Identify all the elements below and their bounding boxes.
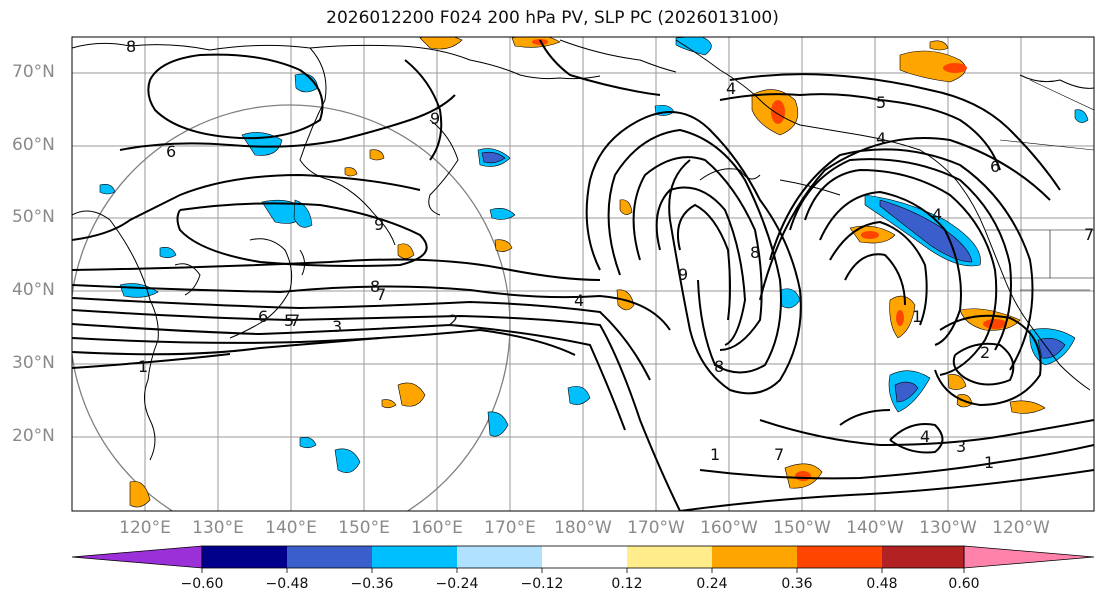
colorbar-tick-label: −0.12 <box>520 576 564 592</box>
contour-label: 8 <box>126 37 136 56</box>
lon-label: 170°W <box>627 518 685 538</box>
lat-label: 70°N <box>12 62 55 82</box>
colorbar <box>71 545 1095 573</box>
contour-label: 4 <box>574 291 584 310</box>
colorbar-segment <box>627 546 712 568</box>
colorbar-segment <box>287 546 372 568</box>
colorbar-segment <box>797 546 882 568</box>
colorbar-segment <box>457 546 542 568</box>
colorbar-segment <box>542 546 627 568</box>
graticule <box>72 37 1094 511</box>
lon-label: 120°E <box>119 518 171 538</box>
colorbar-tick-label: −0.36 <box>350 576 394 592</box>
contour-label: 8 <box>370 277 380 296</box>
colorbar-tick-label: 0.24 <box>696 576 728 592</box>
colorbar-segment <box>882 546 964 568</box>
colorbar-segment <box>202 546 287 568</box>
lat-label: 50°N <box>12 207 55 227</box>
contour-label: 1 <box>912 307 922 326</box>
colorbar-segment <box>372 546 457 568</box>
colorbar-tick-label: 0.60 <box>948 576 980 592</box>
lon-label: 160°E <box>411 518 463 538</box>
contour-label: 6 <box>990 157 1000 176</box>
range-circle <box>72 104 511 511</box>
lon-label: 180°W <box>554 518 612 538</box>
lat-label: 30°N <box>12 353 55 373</box>
coastlines <box>72 39 1094 461</box>
lon-label: 150°W <box>773 518 831 538</box>
map-frame <box>71 36 1095 512</box>
contour-label: 9 <box>430 109 440 128</box>
contour-label: 1 <box>138 357 148 376</box>
colorbar-tick-label: −0.48 <box>265 576 309 592</box>
lon-label: 130°E <box>192 518 244 538</box>
contour-label: 6 <box>258 307 268 326</box>
contour-label: 7 <box>774 445 784 464</box>
contour-labels: 8 7 6 9 4 5 4 6 9 8 7 6 5 3 2 1 4 9 8 8 … <box>126 37 1094 472</box>
contour-label: 2 <box>980 343 990 362</box>
contour-label: 3 <box>956 437 966 456</box>
colorbar-extend-low <box>71 545 203 569</box>
lat-label: 40°N <box>12 280 55 300</box>
colorbar-segment <box>712 546 797 568</box>
contour-label: 4 <box>932 205 942 224</box>
contour-label: 1 <box>710 445 720 464</box>
lon-label: 150°E <box>338 518 390 538</box>
lon-label: 140°E <box>265 518 317 538</box>
colorbar-tick-label: −0.24 <box>435 576 479 592</box>
lon-label: 120°W <box>992 518 1050 538</box>
contour-label: 5 <box>284 311 294 330</box>
lat-label: 20°N <box>12 426 55 446</box>
map-plot-area: 8 7 6 9 4 5 4 6 9 8 7 6 5 3 2 1 4 9 8 8 … <box>72 37 1094 511</box>
contour-label: 7 <box>1084 225 1094 244</box>
colorbar-tick-label: 0.36 <box>781 576 813 592</box>
colorbar-tick-label: 0.12 <box>611 576 643 592</box>
contour-label: 9 <box>374 215 384 234</box>
colorbar-tick-label: 0.48 <box>866 576 898 592</box>
contour-label: 4 <box>726 79 736 98</box>
colorbar-tick-label: −0.60 <box>180 576 224 592</box>
contour-label: 8 <box>750 243 760 262</box>
contour-label: 4 <box>920 427 930 446</box>
colorbar-extend-high <box>963 545 1095 569</box>
slp-contours <box>72 39 1094 511</box>
contour-label: 7 <box>376 285 386 304</box>
contour-label: 9 <box>678 265 688 284</box>
lon-label: 130°W <box>919 518 977 538</box>
contour-label: 3 <box>332 317 342 336</box>
lon-label: 140°W <box>846 518 904 538</box>
contour-label: 5 <box>876 93 886 112</box>
lat-label: 60°N <box>12 135 55 155</box>
contour-label: 2 <box>448 311 458 330</box>
lon-label: 160°W <box>700 518 758 538</box>
contour-label: 6 <box>166 142 176 161</box>
map-title: 2026012200 F024 200 hPa PV, SLP PC (2026… <box>326 8 779 28</box>
contour-label: 4 <box>876 129 886 148</box>
contour-label: 8 <box>714 357 724 376</box>
contour-label: 1 <box>984 453 994 472</box>
lon-label: 170°E <box>484 518 536 538</box>
contour-label: 7 <box>290 311 300 330</box>
